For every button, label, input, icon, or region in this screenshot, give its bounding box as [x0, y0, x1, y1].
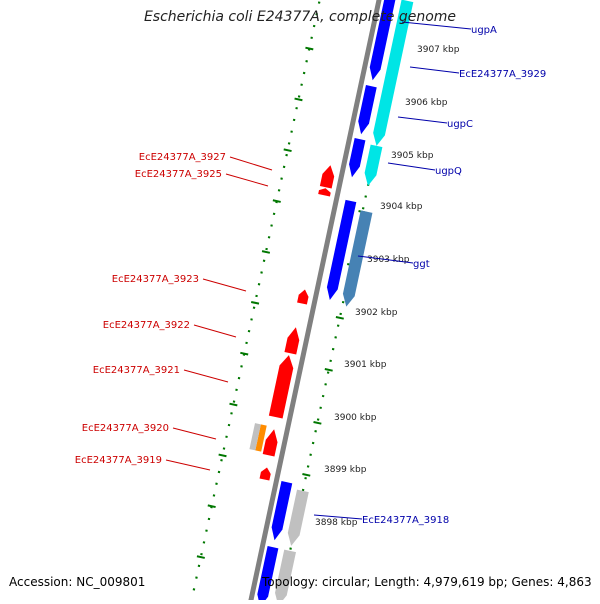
gene-label-reverse: EcE24377A_3925: [135, 169, 222, 180]
gene-label-leader: [397, 116, 448, 124]
gene-steelblue: [342, 210, 373, 307]
gene-label-leader: [357, 255, 414, 264]
ruler-tick: [218, 453, 227, 458]
gene-label-reverse: EcE24377A_3923: [112, 274, 199, 285]
gene-ggt-forward: [326, 199, 357, 301]
ruler-tick: [196, 555, 205, 559]
gene-label-reverse: EcE24377A_3919: [75, 455, 162, 466]
gene-label-leader: [183, 369, 229, 383]
gene-reverse-3922: [284, 327, 300, 355]
gene-label-leader: [225, 173, 269, 187]
gene-forward-4: [271, 481, 293, 541]
gene-label-leader: [409, 66, 460, 74]
genome-title: Escherichia coli E24377A, complete genom…: [143, 9, 457, 25]
kbp-label: 3899 kbp: [324, 465, 367, 475]
gene-label-leader: [229, 156, 273, 171]
gene-forward-5: [257, 546, 279, 604]
kbp-label: 3906 kbp: [405, 98, 448, 108]
ruler-tick: [305, 46, 314, 51]
ruler-tick: [283, 148, 292, 153]
ruler-tick: [240, 351, 249, 356]
kbp-label: 3900 kbp: [334, 413, 377, 423]
gene-orange: [255, 424, 267, 452]
gene-label-leader: [172, 427, 217, 440]
gene-cyan-2: [364, 144, 383, 186]
kbp-label: 3904 kbp: [380, 202, 423, 212]
ruler-tick: [272, 199, 281, 203]
gene-label-leader: [202, 278, 247, 292]
gene-label-leader: [165, 459, 211, 471]
kbp-tick: [302, 473, 311, 477]
kbp-label: 3901 kbp: [344, 360, 387, 370]
gene-cyan-1: [373, 0, 414, 146]
gene-label-forward: ugpA: [471, 25, 497, 36]
ruler-tick: [207, 504, 216, 509]
gene-forward-3: [349, 138, 366, 178]
gene-reverse-3920: [262, 429, 278, 457]
gene-label-leader: [401, 21, 472, 30]
kbp-label: 3898 kbp: [315, 518, 358, 528]
kbp-label: 3902 kbp: [355, 308, 398, 318]
genome-axis: [247, 0, 382, 604]
gene-reverse-3921: [268, 355, 294, 419]
accession-label: Accession: NC_009801: [9, 575, 146, 589]
gene-label-forward: ggt: [413, 259, 430, 270]
topology-label: Topology: circular; Length: 4,979,619 bp…: [262, 575, 592, 589]
kbp-tick: [324, 368, 333, 372]
ruler-tick: [294, 97, 303, 102]
kbp-label: 3905 kbp: [391, 151, 434, 161]
gene-grey-small: [249, 423, 261, 451]
gene-label-forward: EcE24377A_3918: [362, 515, 449, 526]
ruler-tick: [250, 301, 260, 305]
kbp-tick: [313, 421, 322, 425]
gene-label-forward: ugpC: [447, 119, 473, 130]
gene-label-leader: [193, 324, 237, 338]
gene-label-leader: [387, 162, 436, 171]
gene-label-reverse: EcE24377A_3921: [93, 365, 180, 376]
gene-reverse-3925: [318, 188, 331, 197]
gene-grey-2: [275, 549, 296, 604]
ruler-tick: [261, 250, 271, 254]
gene-label-forward: ugpQ: [435, 166, 462, 177]
gene-grey-1: [287, 489, 309, 546]
gene-forward-1: [369, 0, 396, 81]
ruler-tick: [229, 402, 238, 407]
gene-label-reverse: EcE24377A_3927: [139, 152, 226, 163]
gene-forward-2: [358, 85, 377, 135]
gene-label-reverse: EcE24377A_3922: [103, 320, 190, 331]
gene-label-leader: [313, 514, 363, 520]
kbp-tick: [335, 316, 344, 320]
gene-label-forward: EcE24377A_3929: [459, 69, 546, 80]
kbp-label: 3907 kbp: [417, 45, 460, 55]
gene-reverse-3927: [319, 165, 335, 189]
gene-reverse-3923: [297, 289, 309, 305]
gene-reverse-3919: [259, 467, 271, 481]
gene-label-reverse: EcE24377A_3920: [82, 423, 169, 434]
